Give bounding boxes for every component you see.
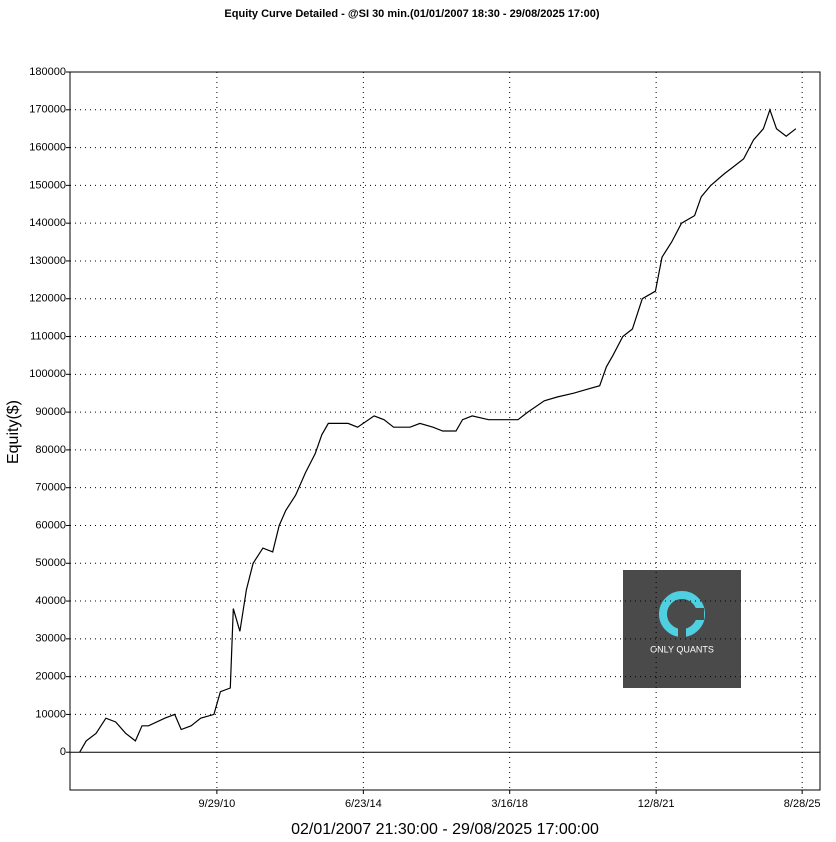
x-tick-label: 6/23/14	[345, 798, 382, 810]
y-tick-label: 10000	[35, 708, 66, 720]
x-tick-label: 9/29/10	[199, 798, 236, 810]
y-tick-label: 50000	[35, 557, 66, 569]
y-tick-label: 40000	[35, 595, 66, 607]
y-tick-label: 30000	[35, 633, 66, 645]
y-tick-label: 180000	[29, 66, 66, 78]
y-tick-label: 90000	[35, 406, 66, 418]
x-tick-label: 12/8/21	[638, 798, 675, 810]
y-tick-label: 0	[60, 746, 66, 758]
y-tick-label: 60000	[35, 519, 66, 531]
y-tick-label: 170000	[29, 104, 66, 116]
watermark-text: ONLY QUANTS	[650, 644, 714, 654]
y-tick-label: 160000	[29, 141, 66, 153]
watermark-logo	[623, 570, 741, 688]
y-tick-label: 140000	[29, 217, 66, 229]
watermark-icon-cut	[678, 628, 686, 638]
y-tick-label: 150000	[29, 179, 66, 191]
y-tick-label: 130000	[29, 255, 66, 267]
watermark-icon-cut	[690, 608, 704, 620]
x-tick-label: 3/16/18	[491, 798, 528, 810]
y-tick-label: 70000	[35, 482, 66, 494]
y-tick-label: 80000	[35, 444, 66, 456]
x-axis-label: 02/01/2007 21:30:00 - 29/08/2025 17:00:0…	[291, 821, 599, 838]
y-tick-label: 100000	[29, 368, 66, 380]
y-axis-label: Equity($)	[5, 400, 22, 464]
y-tick-label: 120000	[29, 293, 66, 305]
y-tick-label: 20000	[35, 671, 66, 683]
y-tick-label: 110000	[30, 330, 66, 342]
equity-line	[79, 107, 797, 753]
chart-title: Equity Curve Detailed - @SI 30 min.(01/0…	[224, 8, 599, 20]
x-tick-label: 8/28/25	[784, 798, 821, 810]
